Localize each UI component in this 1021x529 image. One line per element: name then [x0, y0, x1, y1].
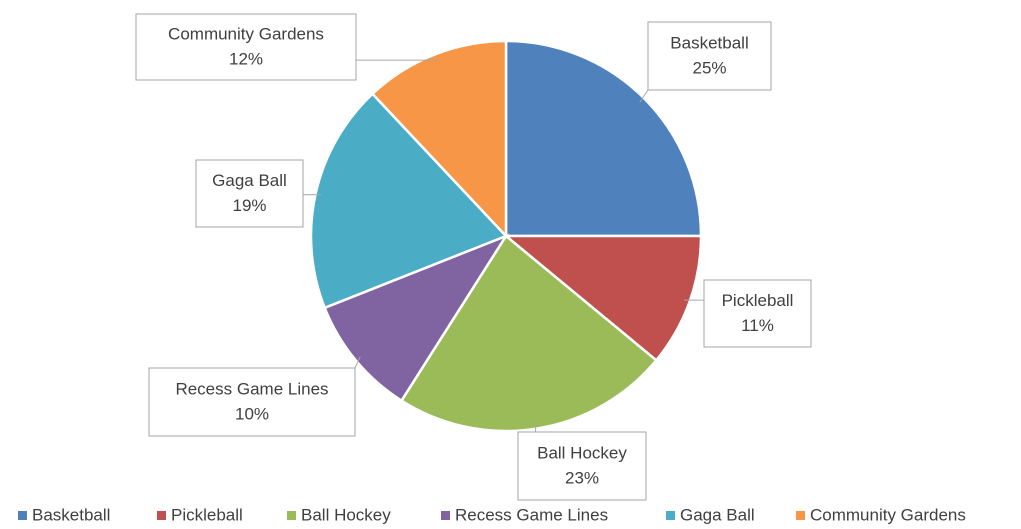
callout-box	[517, 431, 647, 501]
legend-label: Ball Hockey	[301, 505, 391, 524]
callout-box	[195, 159, 304, 228]
data-label-value: 11%	[741, 316, 774, 335]
legend-swatch	[287, 511, 296, 520]
data-label-name: Recess Game Lines	[175, 379, 328, 398]
data-label-value: 12%	[229, 49, 263, 68]
data-label-name: Gaga Ball	[212, 171, 287, 190]
data-label-name: Community Gardens	[168, 24, 324, 43]
data-label-name: Basketball	[670, 33, 748, 52]
callout-leader	[639, 89, 649, 103]
callout-leader	[354, 356, 361, 369]
legend-label: Recess Game Lines	[455, 505, 608, 524]
legend-label: Community Gardens	[810, 505, 966, 524]
pie-slice	[504, 39, 703, 238]
callout-box	[647, 21, 772, 91]
legend-label: Pickleball	[171, 505, 243, 524]
data-label-value: 10%	[235, 404, 269, 423]
data-label-name: Pickleball	[722, 291, 794, 310]
data-label-value: 25%	[692, 58, 726, 77]
legend-swatch	[18, 511, 27, 520]
data-label-value: 19%	[232, 196, 266, 215]
callout-box	[703, 279, 812, 348]
data-label-value: 23%	[565, 468, 599, 487]
pie-slice	[399, 234, 659, 433]
legend-swatch	[157, 511, 166, 520]
callout-box	[148, 367, 356, 437]
pie-slice	[502, 234, 703, 363]
legend-swatch	[666, 511, 675, 520]
data-label-name: Ball Hockey	[537, 443, 627, 462]
callout-box	[135, 13, 357, 81]
pie-slice	[370, 39, 508, 240]
legend-label: Gaga Ball	[680, 505, 755, 524]
legend-swatch	[441, 511, 450, 520]
legend-swatch	[796, 511, 805, 520]
pie-slice	[323, 233, 510, 403]
pie-slice	[309, 92, 509, 310]
legend-label: Basketball	[32, 505, 110, 524]
